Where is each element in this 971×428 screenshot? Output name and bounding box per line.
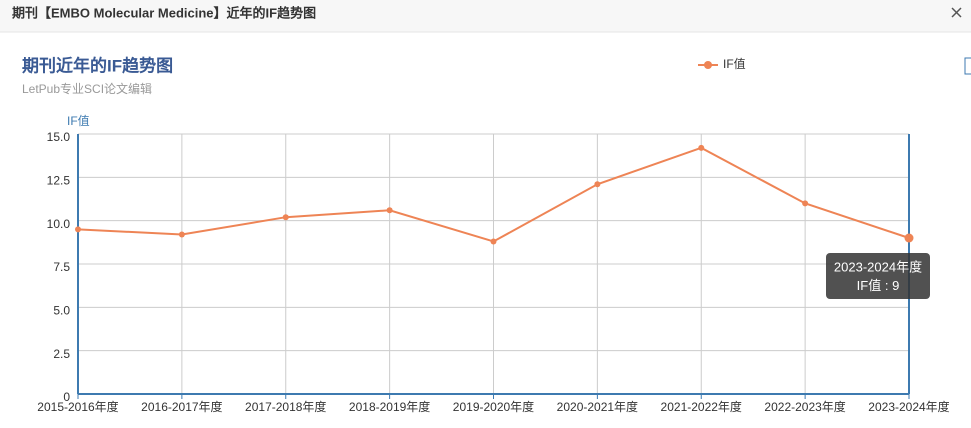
x-tick-label: 2016-2017年度 xyxy=(141,399,222,414)
y-tick-label: 0 xyxy=(63,390,70,404)
data-point xyxy=(282,214,289,221)
dialog-title: 期刊【EMBO Molecular Medicine】近年的IF趋势图 xyxy=(12,5,316,20)
x-tick-label: 2017-2018年度 xyxy=(245,399,326,414)
close-button[interactable] xyxy=(951,7,962,18)
data-point xyxy=(386,207,393,214)
y-tick-label: 5.0 xyxy=(53,304,70,318)
tooltip-separator: : xyxy=(881,278,892,293)
tooltip-value: IF值 : 9 xyxy=(857,278,900,293)
y-tick-label: 2.5 xyxy=(53,347,70,361)
legend-label: IF值 xyxy=(723,56,746,71)
tooltip-box xyxy=(826,253,930,299)
x-tick-label: 2019-2020年度 xyxy=(453,399,534,414)
y-axis-label: IF值 xyxy=(67,113,90,128)
y-tick-label: 12.5 xyxy=(47,174,71,188)
toolbox-icon[interactable] xyxy=(964,57,971,75)
x-tick-label: 2021-2022年度 xyxy=(661,399,742,414)
x-tick-label: 2020-2021年度 xyxy=(557,399,638,414)
chart-title: 期刊近年的IF趋势图 xyxy=(22,55,173,75)
dialog-header xyxy=(0,0,971,32)
data-point xyxy=(594,181,601,188)
data-point xyxy=(490,238,497,245)
x-tick-label: 2023-2024年度 xyxy=(868,399,949,414)
chart-subtitle: LetPub专业SCI论文编辑 xyxy=(22,81,152,96)
data-point xyxy=(904,233,914,243)
x-tick-label: 2022-2023年度 xyxy=(764,399,845,414)
data-point xyxy=(75,226,81,233)
legend-marker xyxy=(704,61,712,69)
data-point xyxy=(178,231,185,238)
y-tick-label: 10.0 xyxy=(47,217,71,231)
x-tick-label: 2018-2019年度 xyxy=(349,399,430,414)
y-tick-label: 15.0 xyxy=(47,130,71,144)
tooltip-series-name: IF值 xyxy=(857,278,882,293)
data-point xyxy=(698,144,705,151)
y-tick-label: 7.5 xyxy=(53,260,70,274)
tooltip-number: 9 xyxy=(892,278,899,293)
x-tick-label: 2015-2016年度 xyxy=(37,399,118,414)
tooltip-title: 2023-2024年度 xyxy=(834,259,922,274)
data-point xyxy=(802,200,809,207)
tooltip: 2023-2024年度 IF值 : 9 xyxy=(826,253,930,299)
